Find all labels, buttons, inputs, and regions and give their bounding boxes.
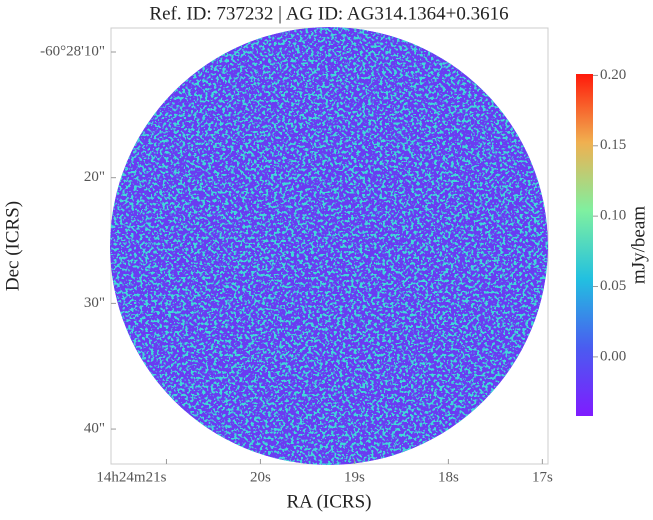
- colorbar: [576, 74, 593, 416]
- x-tick-label: 14h24m21s: [96, 469, 166, 485]
- x-axis-label: RA (ICRS): [287, 491, 372, 512]
- y-tick-label: 40": [84, 420, 105, 436]
- x-tick-label: 20s: [250, 469, 271, 485]
- y-tick-label: 30": [84, 295, 105, 311]
- colorbar-tick-label: 0.15: [600, 137, 626, 153]
- x-tick-label: 19s: [344, 469, 365, 485]
- y-axis-label: Dec (ICRS): [2, 201, 23, 291]
- colorbar-tick-label: 0.20: [600, 67, 626, 83]
- colorbar-tick-label: 0.05: [600, 278, 626, 294]
- x-tick-label: 18s: [438, 469, 459, 485]
- y-tick-label: -60°28'10": [40, 43, 105, 59]
- x-tick-label: 17s: [532, 469, 553, 485]
- image: [110, 27, 548, 465]
- colorbar-tick-label: 0.10: [600, 208, 626, 224]
- chart-title: Ref. ID: 737232 | AG ID: AG314.1364+0.36…: [149, 3, 508, 24]
- y-tick-label: 20": [84, 169, 105, 185]
- colorbar-label: mJy/beam: [628, 206, 649, 284]
- colorbar-tick-label: 0.00: [600, 348, 626, 364]
